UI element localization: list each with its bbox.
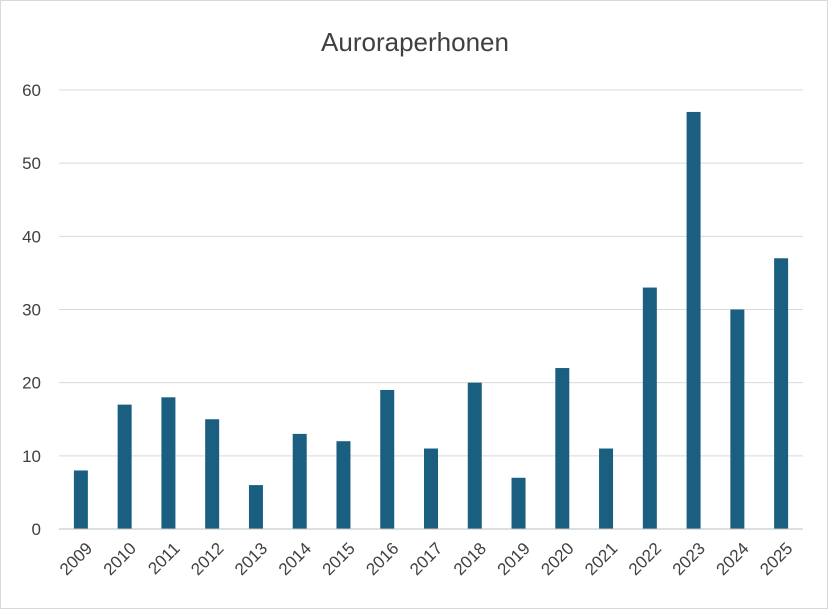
- bar: [424, 448, 438, 529]
- bar: [292, 433, 307, 529]
- x-tick-label: 2013: [231, 539, 271, 579]
- y-tick-label: 60: [22, 81, 41, 100]
- x-tick-label: 2009: [56, 539, 96, 579]
- bar: [205, 419, 220, 529]
- x-tick-label: 2017: [406, 539, 446, 579]
- x-tick-label: 2021: [581, 539, 621, 579]
- x-tick-label: 2019: [494, 539, 534, 579]
- bar: [511, 477, 526, 529]
- x-axis-ticks: 2009 2010 2011 2012 2013 2014 2015 2016 2017 2018…: [56, 539, 796, 579]
- x-tick-label: 2014: [275, 539, 315, 579]
- bar: [380, 389, 395, 529]
- y-tick-label: 20: [22, 374, 41, 393]
- x-tick-label: 2015: [319, 539, 359, 579]
- x-tick-label: 2025: [756, 539, 796, 579]
- bars: [73, 111, 789, 529]
- x-tick-label: 2011: [144, 539, 183, 578]
- x-tick-label: 2012: [187, 539, 227, 579]
- bar: [599, 448, 614, 529]
- x-tick-label: 2023: [669, 539, 709, 579]
- x-tick-label: 2016: [362, 539, 402, 579]
- bar: [467, 382, 482, 529]
- y-tick-label: 30: [22, 301, 41, 320]
- bar: [686, 111, 701, 529]
- bar: [555, 368, 570, 529]
- y-tick-label: 50: [22, 154, 41, 173]
- bar: [248, 485, 263, 529]
- bar: [117, 404, 132, 529]
- x-tick-label: 2020: [537, 539, 577, 579]
- y-tick-label: 40: [22, 227, 41, 246]
- bar: [73, 470, 88, 529]
- bar: [730, 309, 745, 529]
- gridlines: [59, 89, 803, 457]
- chart-title: Auroraperhonen: [321, 27, 509, 57]
- bar: [774, 258, 789, 529]
- x-tick-label: 2022: [625, 539, 665, 579]
- y-tick-label: 0: [32, 520, 41, 539]
- x-tick-label: 2024: [712, 539, 752, 579]
- y-axis-ticks: 0 10 20 30 40 50 60: [22, 81, 41, 539]
- bar: [642, 287, 657, 529]
- y-tick-label: 10: [22, 447, 41, 466]
- x-tick-label: 2010: [100, 539, 140, 579]
- x-tick-label: 2018: [450, 539, 490, 579]
- bar: [161, 397, 176, 529]
- bar: [336, 441, 351, 529]
